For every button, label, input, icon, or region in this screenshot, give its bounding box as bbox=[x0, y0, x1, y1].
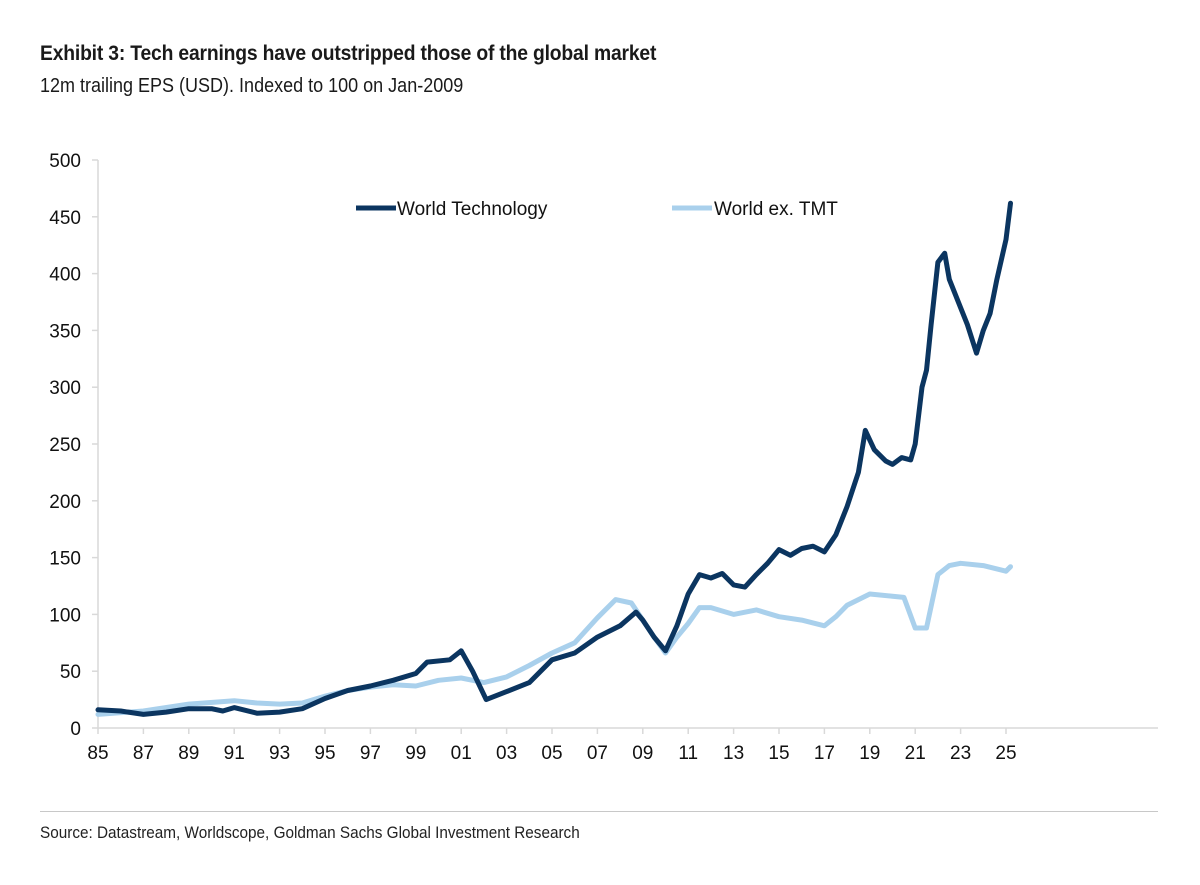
x-tick-label: 85 bbox=[87, 743, 108, 764]
x-tick-label: 07 bbox=[587, 743, 608, 764]
y-tick-label: 450 bbox=[49, 208, 81, 229]
y-tick-label: 200 bbox=[49, 492, 81, 513]
x-tick-label: 23 bbox=[950, 743, 971, 764]
x-tick-label: 87 bbox=[133, 743, 154, 764]
chart-title: Exhibit 3: Tech earnings have outstrippe… bbox=[40, 42, 657, 65]
y-tick-label: 500 bbox=[49, 151, 81, 172]
y-tick-label: 300 bbox=[49, 378, 81, 399]
y-tick-label: 400 bbox=[49, 265, 81, 286]
x-tick-label: 13 bbox=[723, 743, 744, 764]
chart-subtitle: 12m trailing EPS (USD). Indexed to 100 o… bbox=[40, 75, 464, 97]
x-tick-label: 95 bbox=[314, 743, 335, 764]
x-tick-label: 25 bbox=[995, 743, 1016, 764]
series-line-world-ex-tmt bbox=[95, 560, 1013, 717]
x-tick-label: 17 bbox=[814, 743, 835, 764]
series-group bbox=[95, 200, 1013, 717]
x-tick-label: 11 bbox=[678, 743, 698, 764]
legend-label-world-technology: World Technology bbox=[397, 199, 548, 220]
series-line-world-technology bbox=[95, 200, 1013, 717]
y-tick-label: 50 bbox=[60, 662, 81, 683]
x-tick-label: 05 bbox=[541, 743, 562, 764]
x-tick-label: 09 bbox=[632, 743, 653, 764]
x-tick-label: 03 bbox=[496, 743, 517, 764]
y-tick-label: 0 bbox=[70, 719, 81, 740]
legend-label-world-ex-tmt: World ex. TMT bbox=[714, 199, 838, 220]
x-tick-label: 15 bbox=[768, 743, 789, 764]
x-tick-label: 93 bbox=[269, 743, 290, 764]
x-tick-label: 91 bbox=[224, 743, 245, 764]
y-tick-label: 150 bbox=[49, 549, 81, 570]
x-tick-label: 21 bbox=[905, 743, 926, 764]
y-tick-label: 250 bbox=[49, 435, 81, 456]
x-tick-label: 19 bbox=[859, 743, 880, 764]
x-tick-label: 01 bbox=[451, 743, 472, 764]
y-tick-label: 100 bbox=[49, 605, 81, 626]
footer-divider bbox=[40, 811, 1158, 812]
x-tick-label: 89 bbox=[178, 743, 199, 764]
y-tick-label: 350 bbox=[49, 321, 81, 342]
source-note: Source: Datastream, Worldscope, Goldman … bbox=[40, 823, 580, 842]
x-tick-label: 97 bbox=[360, 743, 381, 764]
legend: World Technology World ex. TMT bbox=[356, 199, 838, 220]
x-tick-label: 99 bbox=[405, 743, 426, 764]
